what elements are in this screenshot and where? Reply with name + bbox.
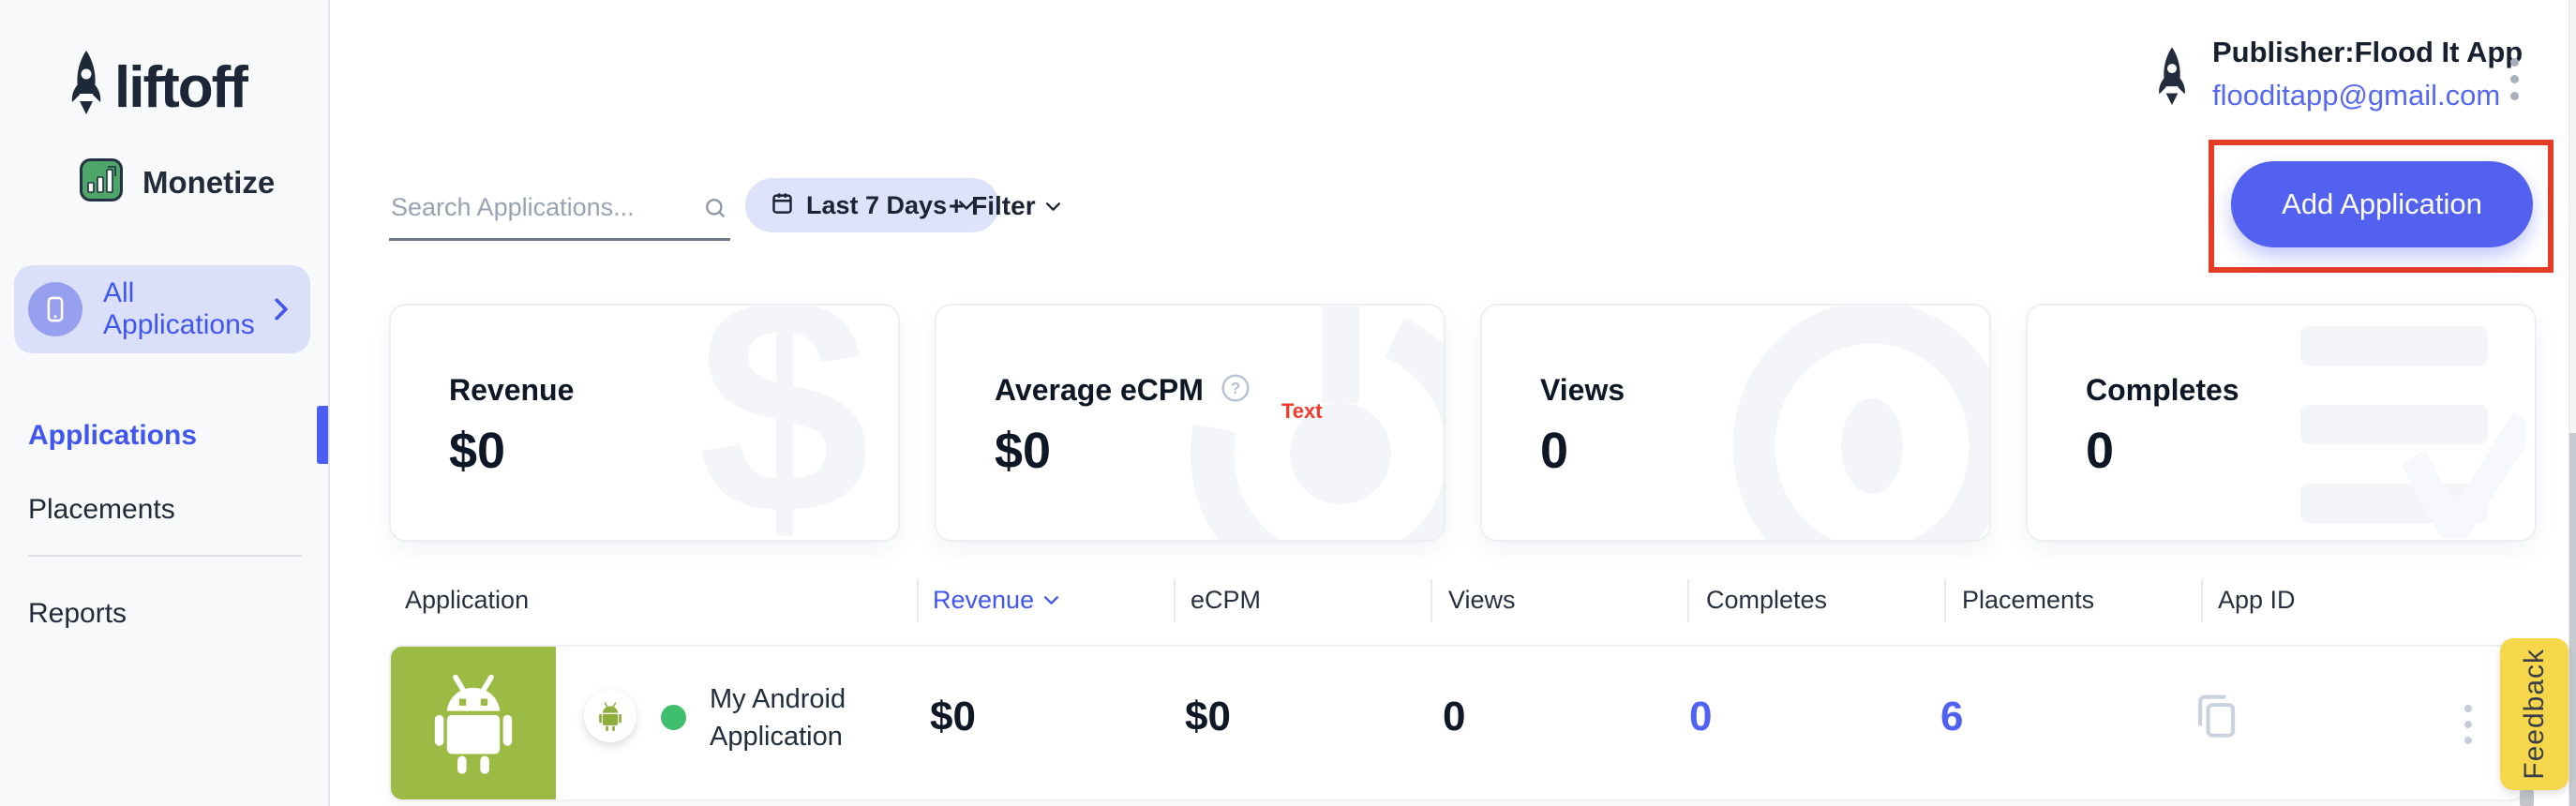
sidebar-item-applications[interactable]: Applications: [28, 420, 198, 451]
stat-value: 0: [1540, 423, 1569, 479]
stats-cards: $ Revenue $0 Average eCPM ? $0 Text: [389, 304, 2537, 542]
stat-card-revenue: $ Revenue $0: [389, 304, 900, 542]
stat-value: 0: [2086, 423, 2115, 479]
filter-dropdown[interactable]: + Filter: [949, 191, 1061, 221]
column-header-revenue[interactable]: Revenue: [933, 586, 1059, 615]
app-selector-label: All Applications: [103, 277, 255, 340]
dollar-watermark-icon: $: [697, 304, 870, 542]
product-badge: Monetize: [79, 157, 275, 207]
search-input[interactable]: [389, 180, 691, 222]
active-nav-indicator: [317, 406, 328, 464]
liftoff-logo: liftoff: [66, 49, 248, 127]
chevron-down-icon: [958, 200, 975, 211]
annotation-text: Text: [1281, 399, 1323, 423]
stat-value: $0: [449, 423, 506, 479]
column-header-appid[interactable]: App ID: [2218, 586, 2296, 614]
add-application-button[interactable]: Add Application: [2231, 161, 2533, 247]
cell-views: 0: [1443, 694, 1466, 739]
stat-label: Average eCPM: [995, 373, 1204, 407]
column-header-ecpm[interactable]: eCPM: [1191, 586, 1262, 614]
stat-label: Completes: [2086, 373, 2239, 407]
publisher-email[interactable]: flooditapp@gmail.com: [2212, 79, 2501, 112]
highlight-annotation-box: [2209, 140, 2554, 273]
sidebar-item-reports[interactable]: Reports: [28, 598, 127, 629]
stat-label: Views: [1540, 373, 1625, 407]
copy-app-id-icon[interactable]: [2189, 686, 2243, 749]
sort-chevron-icon: [1043, 595, 1059, 605]
bar-chart-icon: [79, 157, 124, 207]
table-header: Application Revenue eCPM Views Completes…: [0, 575, 2576, 633]
stat-value: $0: [995, 423, 1052, 479]
sidebar-item-placements[interactable]: Placements: [28, 494, 175, 525]
logo-wordmark: liftoff: [114, 55, 248, 120]
feedback-label: Feedback: [2518, 649, 2550, 780]
cell-ecpm: $0: [1185, 694, 1231, 739]
date-range-label: Last 7 Days: [806, 190, 948, 219]
product-name: Monetize: [142, 164, 276, 200]
row-kebab-menu-icon[interactable]: [2464, 705, 2472, 744]
page-scrollbar-track[interactable]: [2569, 0, 2576, 806]
help-icon[interactable]: ?: [1221, 373, 1251, 408]
eye-watermark-icon: [1717, 306, 1989, 540]
stat-label: Revenue: [449, 373, 575, 407]
column-header-completes[interactable]: Completes: [1706, 586, 1828, 614]
cell-placements-link[interactable]: 6: [1940, 694, 1964, 739]
column-header-placements[interactable]: Placements: [1962, 586, 2095, 614]
application-name[interactable]: My Android Application: [710, 684, 846, 752]
status-dot: [661, 705, 686, 730]
publisher-name: Publisher:Flood It App: [2212, 36, 2524, 68]
stat-card-ecpm: Average eCPM ? $0 Text: [935, 304, 1445, 542]
column-header-views[interactable]: Views: [1448, 586, 1516, 614]
phone-icon: [28, 282, 82, 336]
page-scrollbar-thumb[interactable]: [2569, 433, 2576, 806]
chevron-right-icon: [273, 297, 290, 321]
rocket-icon: [2153, 45, 2191, 117]
cell-revenue: $0: [930, 694, 976, 739]
feedback-button[interactable]: Feedback: [2500, 638, 2569, 790]
kebab-menu-icon[interactable]: [2510, 58, 2519, 100]
sidebar-divider: [28, 555, 302, 557]
android-icon: [391, 647, 556, 799]
search-icon: [702, 195, 728, 226]
search-field[interactable]: [389, 180, 730, 241]
cell-completes-link[interactable]: 0: [1689, 694, 1713, 739]
sidebar: liftoff Monetize All Appl: [0, 0, 330, 806]
app-selector[interactable]: All Applications: [14, 265, 310, 353]
table-row[interactable]: My Android Application $0 $0 0 0 6: [389, 645, 2524, 801]
svg-text:?: ?: [1231, 379, 1241, 397]
list-check-watermark-icon: [2254, 322, 2535, 540]
inner-scrollbar-thumb[interactable]: [2520, 790, 2534, 806]
chevron-down-icon: [1045, 202, 1061, 212]
column-header-application[interactable]: Application: [405, 586, 530, 614]
date-range-dropdown[interactable]: Last 7 Days: [745, 178, 1000, 232]
filter-label: + Filter: [949, 191, 1036, 220]
stat-card-completes: Completes 0: [2026, 304, 2537, 542]
stat-card-views: Views 0: [1480, 304, 1991, 542]
android-badge-icon: [584, 690, 637, 742]
rocket-icon: [66, 49, 107, 127]
calendar-icon: [770, 190, 795, 220]
